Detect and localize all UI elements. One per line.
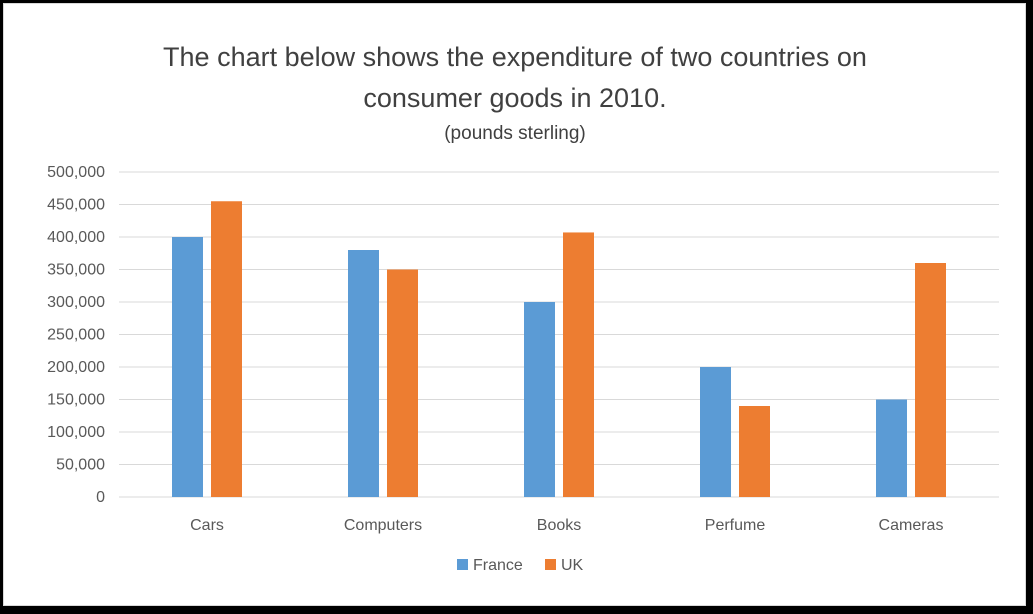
bar-uk-perfume [739,406,770,497]
bars [172,201,946,497]
legend: France UK [457,557,584,574]
bar-france-cars [172,237,203,497]
x-tick-label: Cars [190,517,224,534]
x-axis-ticks: Cars Computers Books Perfume Cameras [190,517,943,534]
x-tick-label: Computers [344,517,422,534]
bar-uk-computers [387,269,418,497]
legend-swatch-uk [545,559,556,570]
y-tick-label: 200,000 [47,359,105,376]
x-tick-label: Perfume [705,517,766,534]
chart-subtitle: (pounds sterling) [444,123,586,144]
bar-france-books [524,302,555,497]
y-tick-label: 300,000 [47,294,105,311]
x-tick-label: Books [537,517,581,534]
chart-title-line-2: consumer goods in 2010. [363,83,666,113]
y-tick-label: 250,000 [47,327,105,344]
y-tick-label: 150,000 [47,392,105,409]
y-tick-label: 350,000 [47,262,105,279]
y-tick-label: 100,000 [47,424,105,441]
y-tick-label: 450,000 [47,197,105,214]
bar-uk-books [563,232,594,497]
legend-swatch-france [457,559,468,570]
bar-france-perfume [700,367,731,497]
gridlines [119,171,999,498]
y-tick-label: 50,000 [56,457,105,474]
x-tick-label: Cameras [879,517,944,534]
bar-france-cameras [876,399,907,497]
y-tick-label: 0 [96,489,105,506]
y-axis-ticks: 0 50,000 100,000 150,000 200,000 250,000 300,0… [47,164,105,506]
legend-label-france: France [473,557,523,574]
y-tick-label: 400,000 [47,229,105,246]
chart-frame: The chart below shows the expenditure of… [3,3,1026,606]
bar-uk-cars [211,201,242,497]
bar-uk-cameras [915,263,946,497]
bar-chart: The chart below shows the expenditure of… [47,42,999,574]
chart-title-line-1: The chart below shows the expenditure of… [163,42,867,72]
legend-label-uk: UK [561,557,584,574]
y-tick-label: 500,000 [47,164,105,181]
bar-france-computers [348,250,379,497]
